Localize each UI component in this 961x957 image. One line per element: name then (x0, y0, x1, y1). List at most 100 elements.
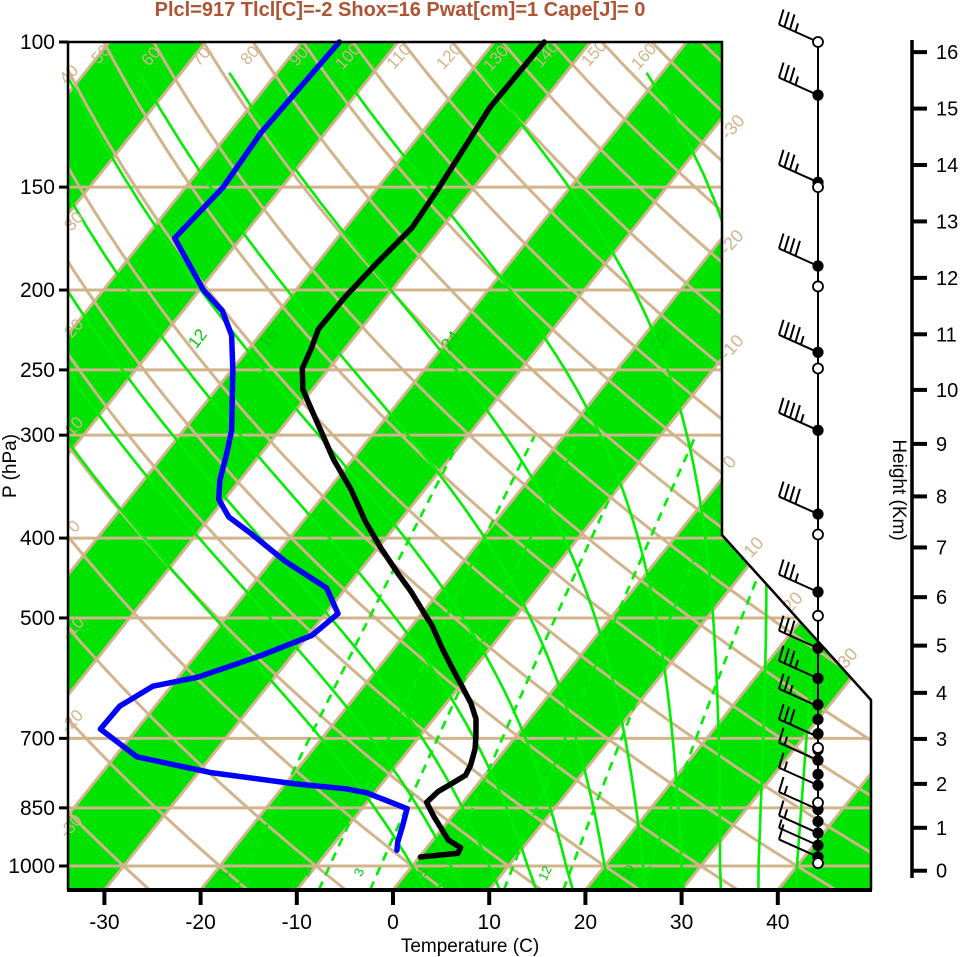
dry-adiabat-line (68, 42, 641, 890)
temp-tick-label: 10 (478, 911, 501, 934)
line-label: 80 (237, 42, 264, 69)
dry-adiabat-line (485, 42, 871, 890)
pressure-tick-label: 1000 (8, 855, 55, 878)
height-tick-label: 2 (936, 774, 947, 796)
station-open-circle (812, 796, 824, 809)
wind-barb (778, 645, 819, 680)
temperature-axis: -30 -20 -10 0 10 20 30 40 Temperature (C) (89, 890, 789, 957)
mixing-ratio-line (502, 435, 697, 890)
wind-barb (778, 752, 819, 787)
station-dot (812, 768, 824, 780)
wind-barb (778, 559, 819, 593)
isotherm-line (68, 42, 698, 890)
height-tick-label: 15 (936, 99, 958, 121)
station-open-circle (812, 528, 824, 541)
moist-adiabat-line (68, 72, 429, 890)
isotherm-line (68, 42, 602, 890)
height-tick-label: 14 (936, 155, 958, 177)
line-label: 30 (61, 208, 88, 235)
dry-adiabat-line (68, 42, 445, 890)
wind-barb (778, 233, 819, 267)
mixing-ratio-line (234, 435, 463, 890)
dry-adiabat-line (68, 42, 249, 890)
temp-tick-label: 30 (670, 911, 693, 934)
station-open-circle (812, 36, 824, 48)
wind-barb (778, 481, 819, 515)
line-label: 20 (618, 862, 638, 881)
station-open-circle (812, 742, 824, 754)
temp-tick-label: 20 (574, 911, 597, 934)
station-dot (812, 728, 824, 740)
line-label: 12 (535, 863, 555, 882)
pressure-tick-label: 150 (20, 176, 55, 199)
pressure-axis: 100 150 200 250 300 400 500 700 850 1000 P (hPa) (0, 31, 68, 878)
temperature-curve (299, 39, 547, 860)
station-dot (812, 89, 824, 101)
station-dot (812, 815, 824, 828)
station-dot (812, 672, 824, 684)
station-dot (812, 508, 824, 520)
station-dot (812, 839, 824, 851)
wind-barb-column (778, 9, 824, 870)
moist-adiabat-line (480, 72, 723, 890)
pressure-tick-label: 400 (20, 527, 55, 550)
green-band (68, 42, 600, 890)
moist-adiabat-line (228, 72, 648, 890)
height-tick-label: 4 (936, 683, 947, 705)
isotherm-line (672, 42, 871, 890)
dewpoint-curve (97, 39, 410, 854)
temp-tick-label: -20 (185, 911, 215, 934)
wind-barb (778, 704, 819, 738)
isotherm-line (68, 42, 409, 890)
station-dot (812, 346, 824, 358)
height-tick-label: 6 (936, 587, 947, 609)
mixing-ratio-line (368, 435, 581, 890)
isotherm-line (95, 42, 794, 890)
station-open-circle (812, 362, 824, 375)
isotherm-line (68, 42, 505, 890)
station-dot (812, 642, 824, 654)
height-tick-label: 10 (936, 380, 958, 402)
isotherm-line (768, 42, 871, 890)
isotherm-line (68, 42, 313, 890)
green-band (577, 42, 871, 890)
moist-adiabat-line (68, 72, 465, 890)
station-dot (812, 779, 824, 791)
temp-tick-label: -30 (89, 911, 119, 934)
dry-adiabat-line (68, 42, 347, 890)
station-dot (812, 260, 824, 272)
station-dot (812, 699, 824, 711)
chart-title: Plcl=917 Tlcl[C]=-2 Shox=16 Pwat[cm]=1 C… (155, 0, 646, 21)
height-tick-label: 5 (936, 636, 947, 658)
height-tick-label: 7 (936, 537, 947, 559)
mixing-ratio-line (640, 435, 816, 890)
pressure-tick-label: 500 (20, 607, 55, 630)
line-label: 3 (351, 866, 368, 879)
height-axis-title: Height (Km) (888, 439, 909, 540)
dry-adiabat-line (436, 42, 871, 890)
wind-barb (778, 819, 819, 847)
wind-barb (778, 800, 819, 834)
wind-barb (778, 673, 819, 708)
dry-adiabat-line (240, 42, 871, 890)
station-dot (812, 586, 824, 598)
wind-barb (778, 615, 819, 650)
wind-barb (778, 397, 819, 432)
station-open-circle (812, 857, 824, 870)
pressure-tick-label: 700 (20, 727, 55, 750)
height-tick-label: 0 (936, 861, 947, 883)
pressure-tick-label: 300 (20, 424, 55, 447)
height-tick-label: 16 (936, 42, 958, 64)
height-tick-label: 3 (936, 729, 947, 751)
line-label: 12 (184, 325, 211, 352)
temp-tick-label: 40 (766, 911, 789, 934)
height-tick-label: 9 (936, 434, 947, 456)
dry-adiabat-line (92, 42, 871, 890)
pressure-tick-label: 250 (20, 359, 55, 382)
height-tick-label: 13 (936, 211, 958, 233)
moist-adiabat-line (68, 72, 538, 890)
wind-barb (778, 149, 819, 184)
